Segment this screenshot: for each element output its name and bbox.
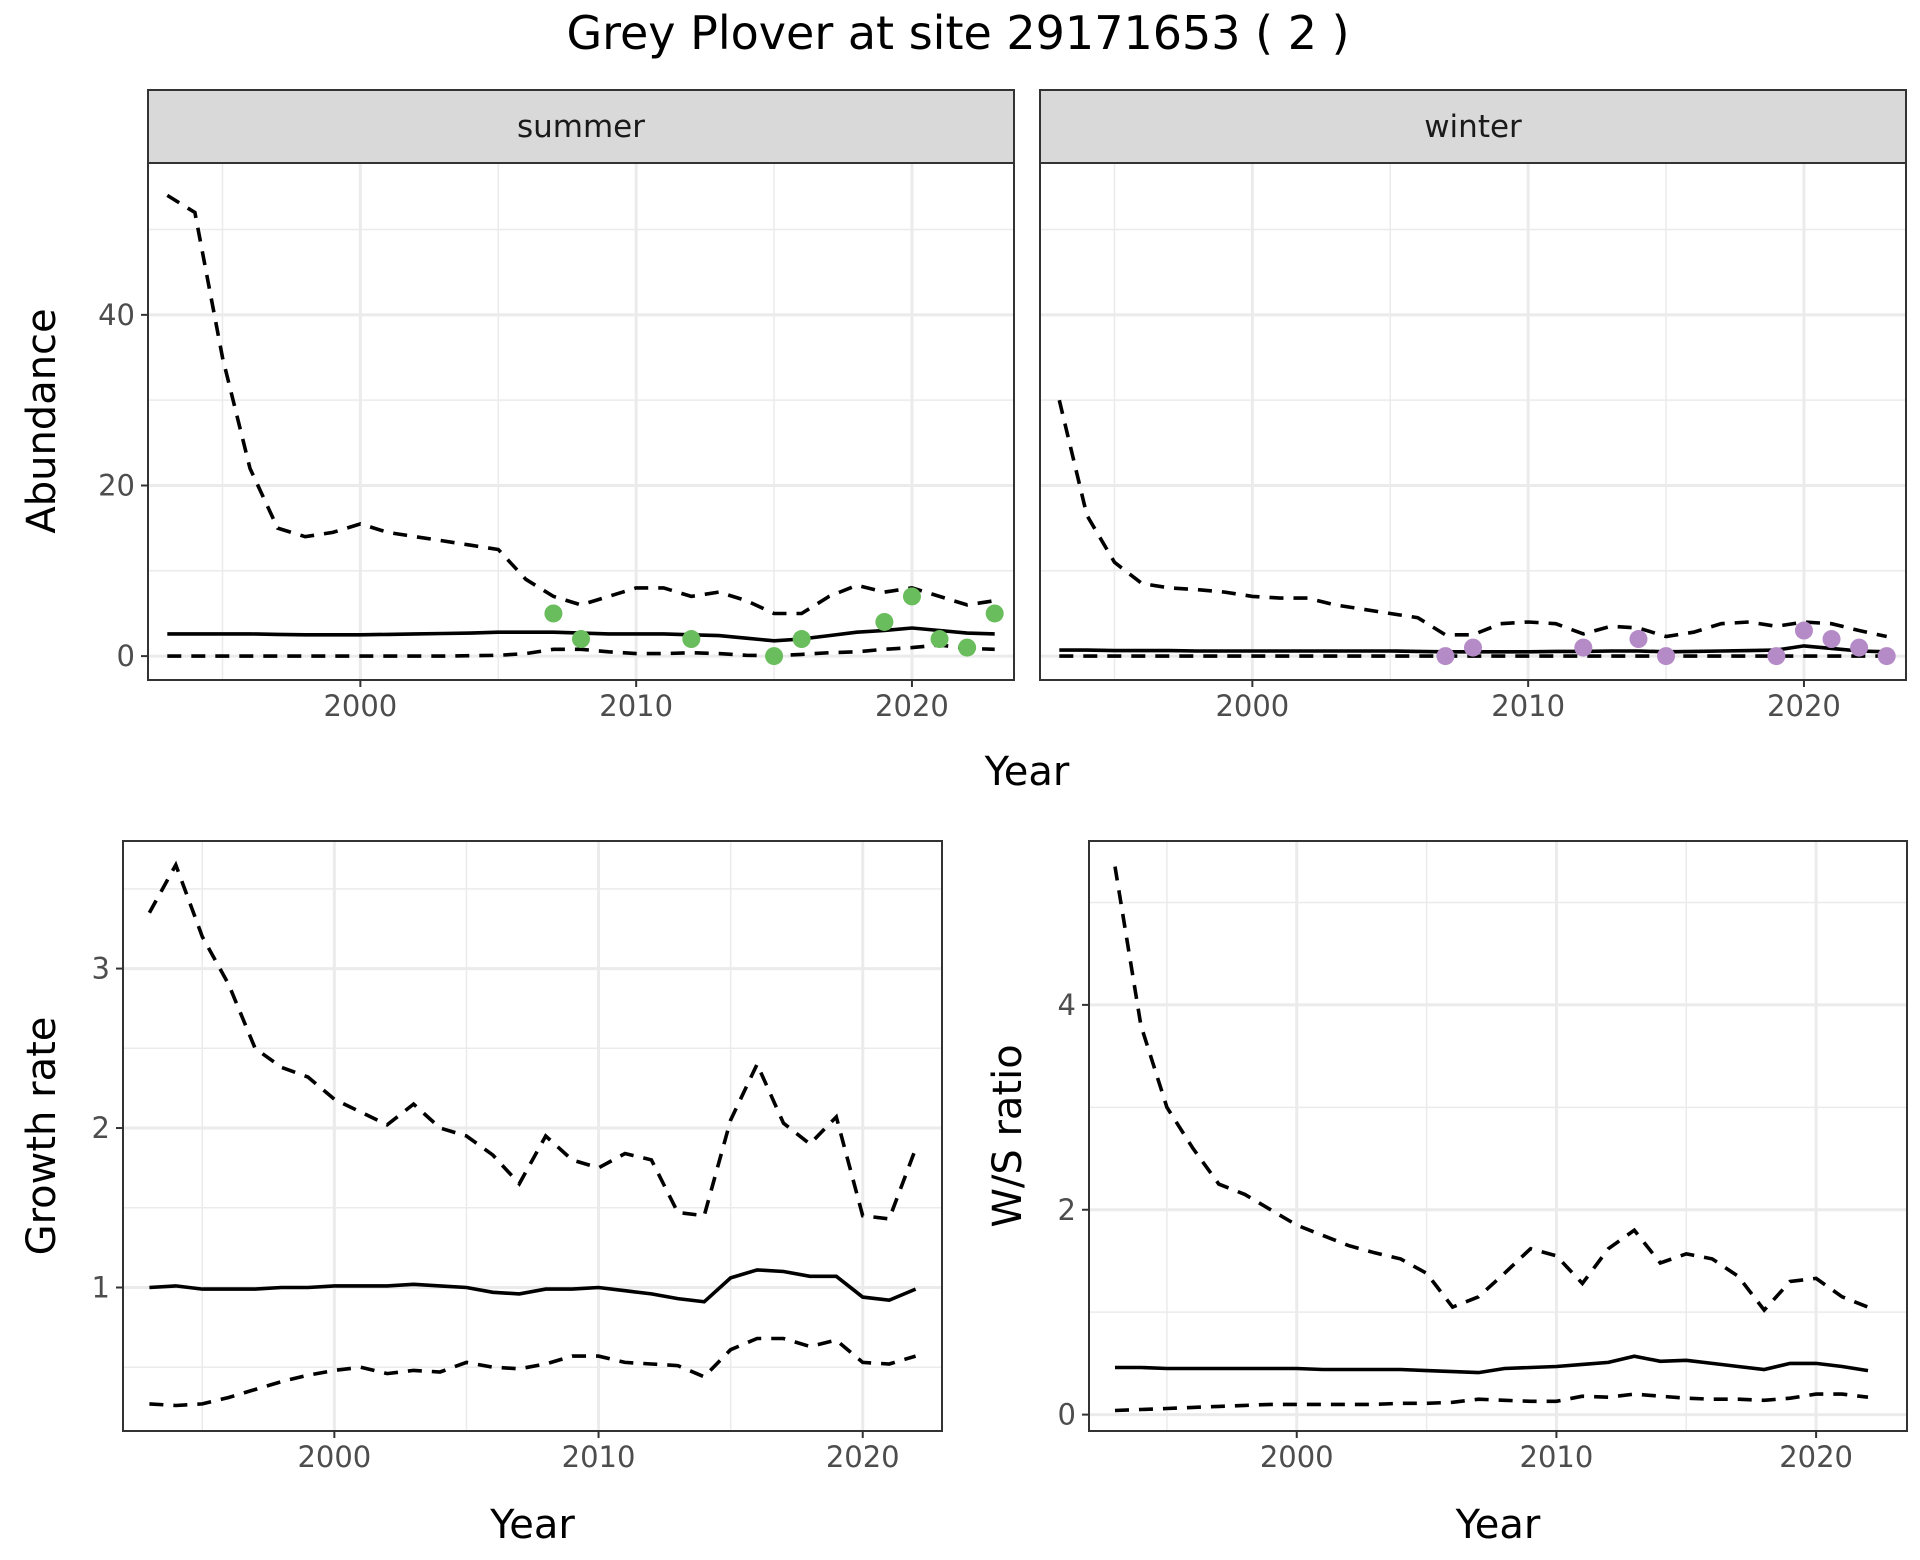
x-tick-label: 2000 [297, 1440, 371, 1474]
x-tick-label: 2000 [1260, 1440, 1334, 1474]
y-tick-label: 1 [92, 1270, 110, 1304]
facet-strip [147, 89, 1015, 164]
mean-line [1115, 1354, 1869, 1375]
facet-panel-summer: summer 2000 2010 2020 0 20 40 [98, 89, 1015, 723]
y-axis-title: Growth rate [19, 1017, 65, 1256]
panel-border [1039, 162, 1907, 681]
y-axis-title: Abundance [19, 308, 65, 533]
observed-point [682, 630, 701, 649]
x-tick-label: 2020 [1779, 1440, 1853, 1474]
observed-point [544, 604, 563, 623]
panel-border [147, 162, 1015, 681]
observed-point [1657, 647, 1676, 666]
observed-point [1850, 638, 1869, 657]
facet-strip-label: summer [517, 109, 645, 145]
x-tick-label: 2010 [1520, 1440, 1594, 1474]
y-tick-label: 40 [98, 298, 135, 332]
observed-point [792, 630, 811, 649]
facet-strip-label: winter [1424, 109, 1522, 145]
y-tick-label: 3 [92, 952, 110, 986]
y-axis-title: W/S ratio [985, 1044, 1031, 1227]
y-tick-label: 2 [1058, 1193, 1076, 1227]
facet-strip [1039, 89, 1907, 164]
x-tick-label: 2010 [1491, 689, 1565, 723]
x-axis-title: Year [1455, 1502, 1541, 1548]
observed-point [1629, 630, 1648, 649]
x-tick-label: 2010 [562, 1440, 636, 1474]
observed-point [1464, 638, 1482, 657]
observed-point [1794, 621, 1813, 640]
x-tick-label: 2020 [875, 689, 949, 723]
y-tick-label: 4 [1058, 988, 1076, 1022]
x-tick-label: 2000 [1215, 689, 1289, 723]
observed-point [958, 638, 977, 657]
observed-point [930, 630, 949, 649]
observed-point [1767, 647, 1786, 666]
observed-point [902, 587, 921, 606]
y-tick-label: 0 [117, 639, 135, 673]
growth-chart: 2000 2010 2020 1 2 3 Year Growth rate [19, 840, 943, 1548]
y-tick-label: 2 [92, 1111, 110, 1145]
x-axis-title: Year [489, 1502, 575, 1548]
observed-point [1574, 638, 1593, 657]
y-tick-label: 0 [1058, 1398, 1076, 1432]
plot-title: Grey Plover at site 29171653 ( 2 ) [566, 6, 1349, 60]
ratio-chart: 2000 2010 2020 0 2 4 Year W/S ratio [985, 840, 1908, 1548]
y-tick-label: 20 [98, 468, 135, 502]
observed-point [765, 647, 784, 666]
upper-ci-line [166, 193, 995, 616]
lower-ci-line [149, 1336, 917, 1408]
x-tick-label: 2000 [323, 689, 397, 723]
panel-border [1088, 840, 1908, 1432]
lower-ci-line [1114, 1392, 1869, 1413]
observed-point [572, 630, 590, 649]
facet-panel-winter: winter 2000 2010 2020 [1039, 89, 1907, 723]
upper-ci-line [147, 860, 918, 1221]
x-tick-label: 2020 [826, 1440, 900, 1474]
x-tick-label: 2010 [599, 689, 673, 723]
x-axis-title: Year [984, 749, 1070, 795]
lower-ci-line [167, 643, 995, 658]
observed-point [1877, 647, 1896, 666]
observed-point [985, 604, 1004, 623]
observed-point [875, 612, 894, 631]
upper-ci-line [1057, 399, 1888, 639]
observed-point [1436, 647, 1455, 666]
x-tick-label: 2020 [1767, 689, 1841, 723]
mean-line [149, 1268, 917, 1304]
panel-border [122, 840, 943, 1432]
observed-point [1822, 630, 1841, 649]
abundance-chart: summer 2000 2010 2020 0 20 40 winter 2000 2010 202… [19, 89, 1907, 795]
upper-ci-line [1113, 866, 1869, 1313]
